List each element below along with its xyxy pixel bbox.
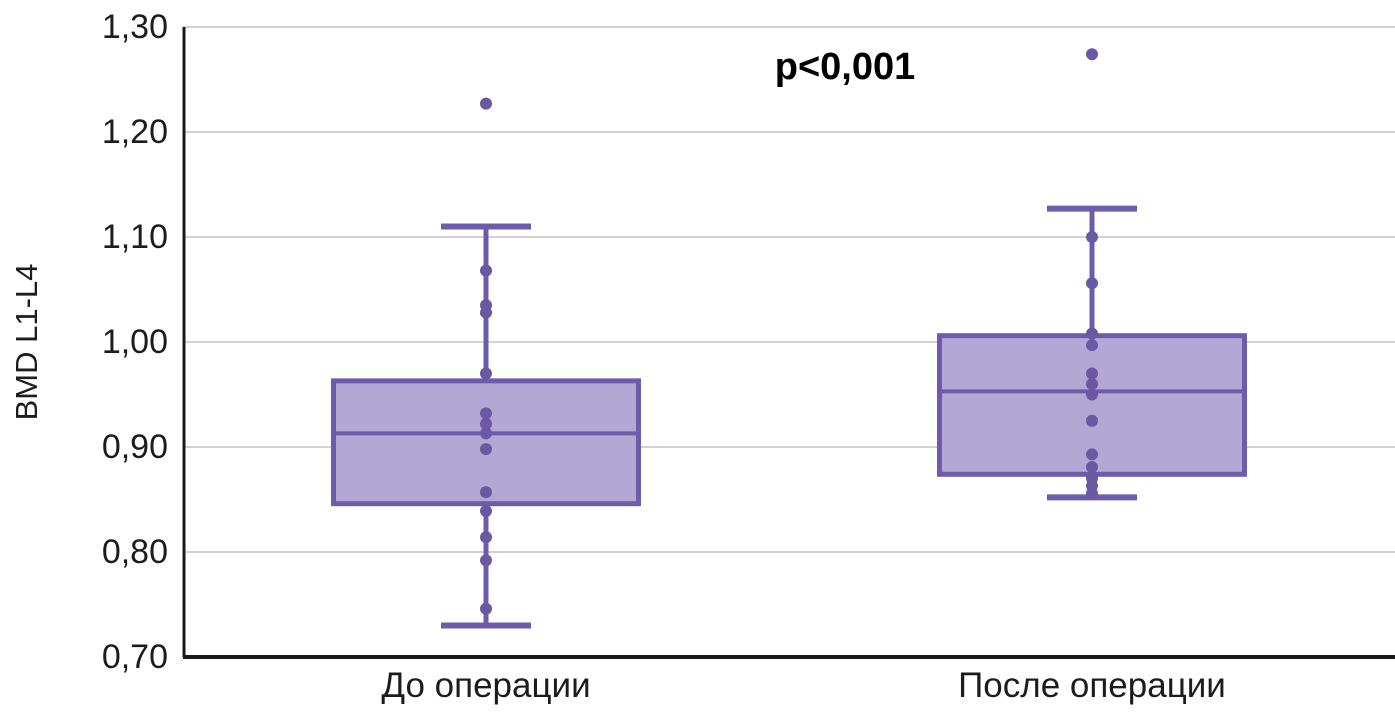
data-point [480,531,492,544]
y-tick-label-100: 1,00 [101,323,168,361]
y-tick-label-110: 1,10 [101,218,168,256]
data-point [480,264,492,277]
y-tick-label-080: 0,80 [101,533,168,571]
data-point [480,407,492,420]
data-point [1086,327,1098,340]
data-point [1086,448,1098,461]
data-point [480,417,492,430]
data-point [1086,277,1098,290]
data-point [480,97,492,110]
data-point [480,306,492,319]
data-point [1086,460,1098,473]
data-point [1086,487,1098,500]
data-point [1086,231,1098,243]
data-point [480,602,492,615]
data-point [480,427,492,440]
iqr-box [331,378,641,507]
p-value-annotation: p<0,001 [774,46,916,88]
data-point [480,443,492,456]
data-point [1086,388,1098,401]
data-point [1086,378,1098,390]
y-tick-label-130: 1,30 [101,8,168,46]
data-point [480,486,492,499]
x-category-label-before: До операции [381,666,591,705]
y-tick-label-090: 0,90 [101,428,168,466]
data-point [480,367,492,380]
y-tick-label-120: 1,20 [101,113,168,151]
data-point [1086,367,1098,380]
data-point [480,505,492,518]
data-point [1086,339,1098,352]
y-tick-label-070: 0,70 [101,638,168,676]
data-point [480,554,492,567]
data-point [1086,48,1098,61]
x-category-label-after: После операции [958,666,1226,705]
data-point [1086,414,1098,427]
